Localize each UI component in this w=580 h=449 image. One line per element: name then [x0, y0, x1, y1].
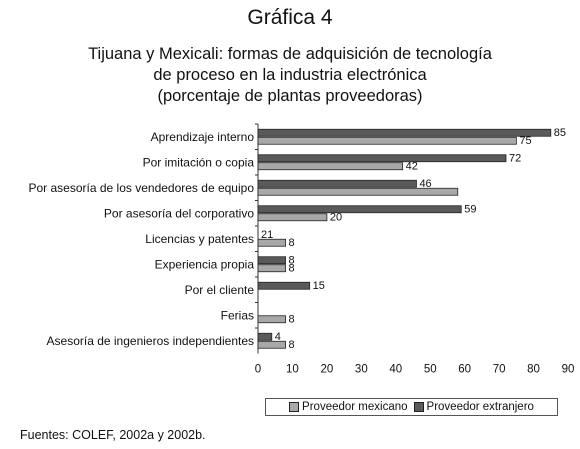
- bar-mexicano: [257, 162, 404, 171]
- data-label-mexicano: 20: [330, 211, 342, 223]
- x-tick-label: 90: [562, 364, 575, 376]
- bar-extranjero: [257, 179, 417, 188]
- x-tick-label: 30: [355, 364, 368, 376]
- bar-mexicano: [257, 264, 286, 273]
- data-label-extranjero: 59: [464, 203, 476, 215]
- category-label: Aprendizaje interno: [151, 130, 255, 144]
- x-tick-label: 70: [493, 364, 506, 376]
- chart-title-line-3: (porcentaje de plantas proveedoras): [157, 87, 423, 105]
- data-label-extranjero: 8: [289, 254, 295, 266]
- x-tick-label: 80: [527, 364, 540, 376]
- data-label-mexicano: 8: [289, 237, 295, 249]
- bar-extranjero: [257, 281, 311, 290]
- chart-title: Tijuana y Mexicali: formas de adquisició…: [0, 44, 580, 107]
- x-tick-label: 50: [424, 364, 437, 376]
- category-label: Experiencia propia: [155, 257, 255, 271]
- bar-extranjero: [257, 205, 462, 214]
- x-tick-label: 60: [458, 364, 471, 376]
- data-label-extranjero: 85: [554, 127, 566, 139]
- bar-mexicano: [257, 340, 286, 349]
- data-label-extranjero: 21: [261, 229, 273, 241]
- category-label: Asesoría de ingenieros independientes: [47, 334, 254, 348]
- data-label-extranjero: 15: [313, 280, 325, 292]
- chart-title-line-2: de proceso en la industria electrónica: [153, 66, 427, 84]
- category-label: Por imitación o copia: [143, 155, 255, 169]
- figure-number: Gráfica 4: [247, 6, 333, 29]
- category-label: Por asesoría del corporativo: [104, 206, 254, 220]
- category-label: Licencias y patentes: [145, 232, 254, 246]
- bar-extranjero: [257, 332, 273, 341]
- category-label: Por asesoría de los vendedores de equipo: [29, 181, 255, 195]
- legend-label-mexicano: Proveedor mexicano: [302, 401, 408, 413]
- x-tick-label: 20: [320, 364, 333, 376]
- legend-item-extranjero: Proveedor extranjero: [413, 401, 534, 413]
- bar-extranjero: [257, 256, 286, 265]
- legend-item-mexicano: Proveedor mexicano: [289, 401, 408, 413]
- bar-mexicano: [257, 238, 286, 247]
- chart-title-line-1: Tijuana y Mexicali: formas de adquisició…: [88, 45, 492, 63]
- data-label-mexicano: 8: [289, 262, 295, 274]
- legend-swatch-extranjero: [413, 402, 424, 412]
- chart-legend: Proveedor mexicano Proveedor extranjero: [265, 398, 558, 416]
- bar-extranjero: [257, 128, 552, 137]
- legend-label-extranjero: Proveedor extranjero: [426, 401, 534, 413]
- bar-mexicano: [257, 213, 328, 222]
- legend-swatch-mexicano: [289, 402, 300, 412]
- x-tick-label: 40: [389, 364, 402, 376]
- data-label-mexicano: 8: [289, 339, 295, 351]
- source-note: Fuentes: COLEF, 2002a y 2002b.: [20, 428, 206, 442]
- data-label-extranjero: 72: [509, 152, 521, 164]
- bar-extranjero: [257, 154, 507, 163]
- data-label-mexicano: 75: [519, 135, 531, 147]
- data-label-mexicano: 8: [289, 313, 295, 325]
- x-tick-label: 10: [286, 364, 299, 376]
- data-label-mexicano: 42: [406, 160, 418, 172]
- category-label: Por el cliente: [185, 283, 255, 297]
- bar-mexicano: [257, 315, 286, 324]
- data-label-extranjero: 4: [275, 331, 281, 343]
- bar-mexicano: [257, 187, 459, 196]
- data-label-extranjero: 46: [419, 178, 431, 190]
- bar-mexicano: [257, 136, 517, 145]
- category-label: Ferias: [221, 308, 254, 322]
- x-tick-label: 0: [255, 364, 261, 376]
